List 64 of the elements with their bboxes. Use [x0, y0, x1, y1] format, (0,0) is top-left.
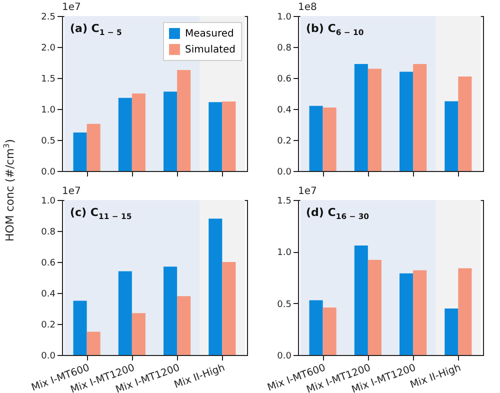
text: (c) C$_{11 − 15}$ [70, 206, 132, 222]
bar [400, 273, 414, 355]
text: (b) C$_{6 − 10}$ [306, 22, 364, 38]
y-tick-label: 0.4 [41, 290, 56, 300]
y-tick-label: 0.0 [277, 168, 292, 178]
bar [222, 102, 236, 171]
y-tick-label: 0.6 [41, 258, 56, 268]
bar [208, 102, 222, 171]
bar [73, 132, 87, 171]
y-tick-label: 1.0 [277, 12, 292, 22]
bar [86, 124, 100, 171]
bar [413, 270, 427, 355]
y-tick-label: 0.5 [41, 136, 56, 146]
y-tick-label: 0.2 [277, 136, 292, 146]
text: 1e8 [298, 2, 317, 13]
y-tick-label: 1.0 [41, 196, 56, 206]
text: 1e7 [62, 186, 81, 197]
bar [368, 68, 382, 171]
y-tick-label: 2.5 [41, 12, 56, 22]
text: (a) C$_{1 − 5}$ [70, 22, 122, 38]
y-tick-label: 1.0 [277, 248, 292, 258]
bar [222, 262, 236, 355]
bar [413, 64, 427, 171]
y-tick-label: 0.2 [41, 320, 56, 330]
text: 1e7 [62, 2, 81, 13]
bar [400, 72, 414, 171]
y-tick-label: 1.5 [41, 74, 56, 84]
bar [458, 76, 472, 171]
bar [86, 332, 100, 355]
y-tick-label: 0.0 [41, 168, 56, 178]
bar [354, 245, 368, 355]
bar [354, 64, 368, 171]
bar [164, 266, 178, 355]
y-tick-label: 2.0 [41, 44, 56, 54]
bar [177, 296, 191, 355]
bar [309, 300, 323, 355]
bar [73, 300, 87, 355]
bar [444, 101, 458, 171]
bar [164, 92, 178, 171]
bar [208, 218, 222, 355]
y-tick-label: 1.5 [277, 196, 292, 206]
y-tick-label: 0.0 [41, 352, 56, 362]
y-tick-label: 0.8 [277, 44, 292, 54]
bar [132, 94, 146, 171]
y-tick-label: 1.0 [41, 106, 56, 116]
legend-label: Simulated [185, 44, 236, 56]
y-tick-label: 0.8 [41, 228, 56, 238]
bar [322, 307, 336, 355]
bar [322, 107, 336, 171]
bar [132, 313, 146, 355]
y-tick-label: 0.6 [277, 74, 292, 84]
text: (d) C$_{16 − 30}$ [306, 206, 370, 222]
y-tick-label: 0.4 [277, 106, 292, 116]
bar [458, 268, 472, 355]
bar [177, 70, 191, 171]
y-tick-label: 0.0 [277, 352, 292, 362]
text: 1e7 [298, 186, 317, 197]
y-tick-label: 0.5 [277, 300, 292, 310]
bar [309, 106, 323, 171]
bar [368, 260, 382, 355]
legend-label: Measured [185, 28, 234, 40]
bar [118, 98, 132, 171]
bar [444, 308, 458, 355]
bar [118, 271, 132, 355]
